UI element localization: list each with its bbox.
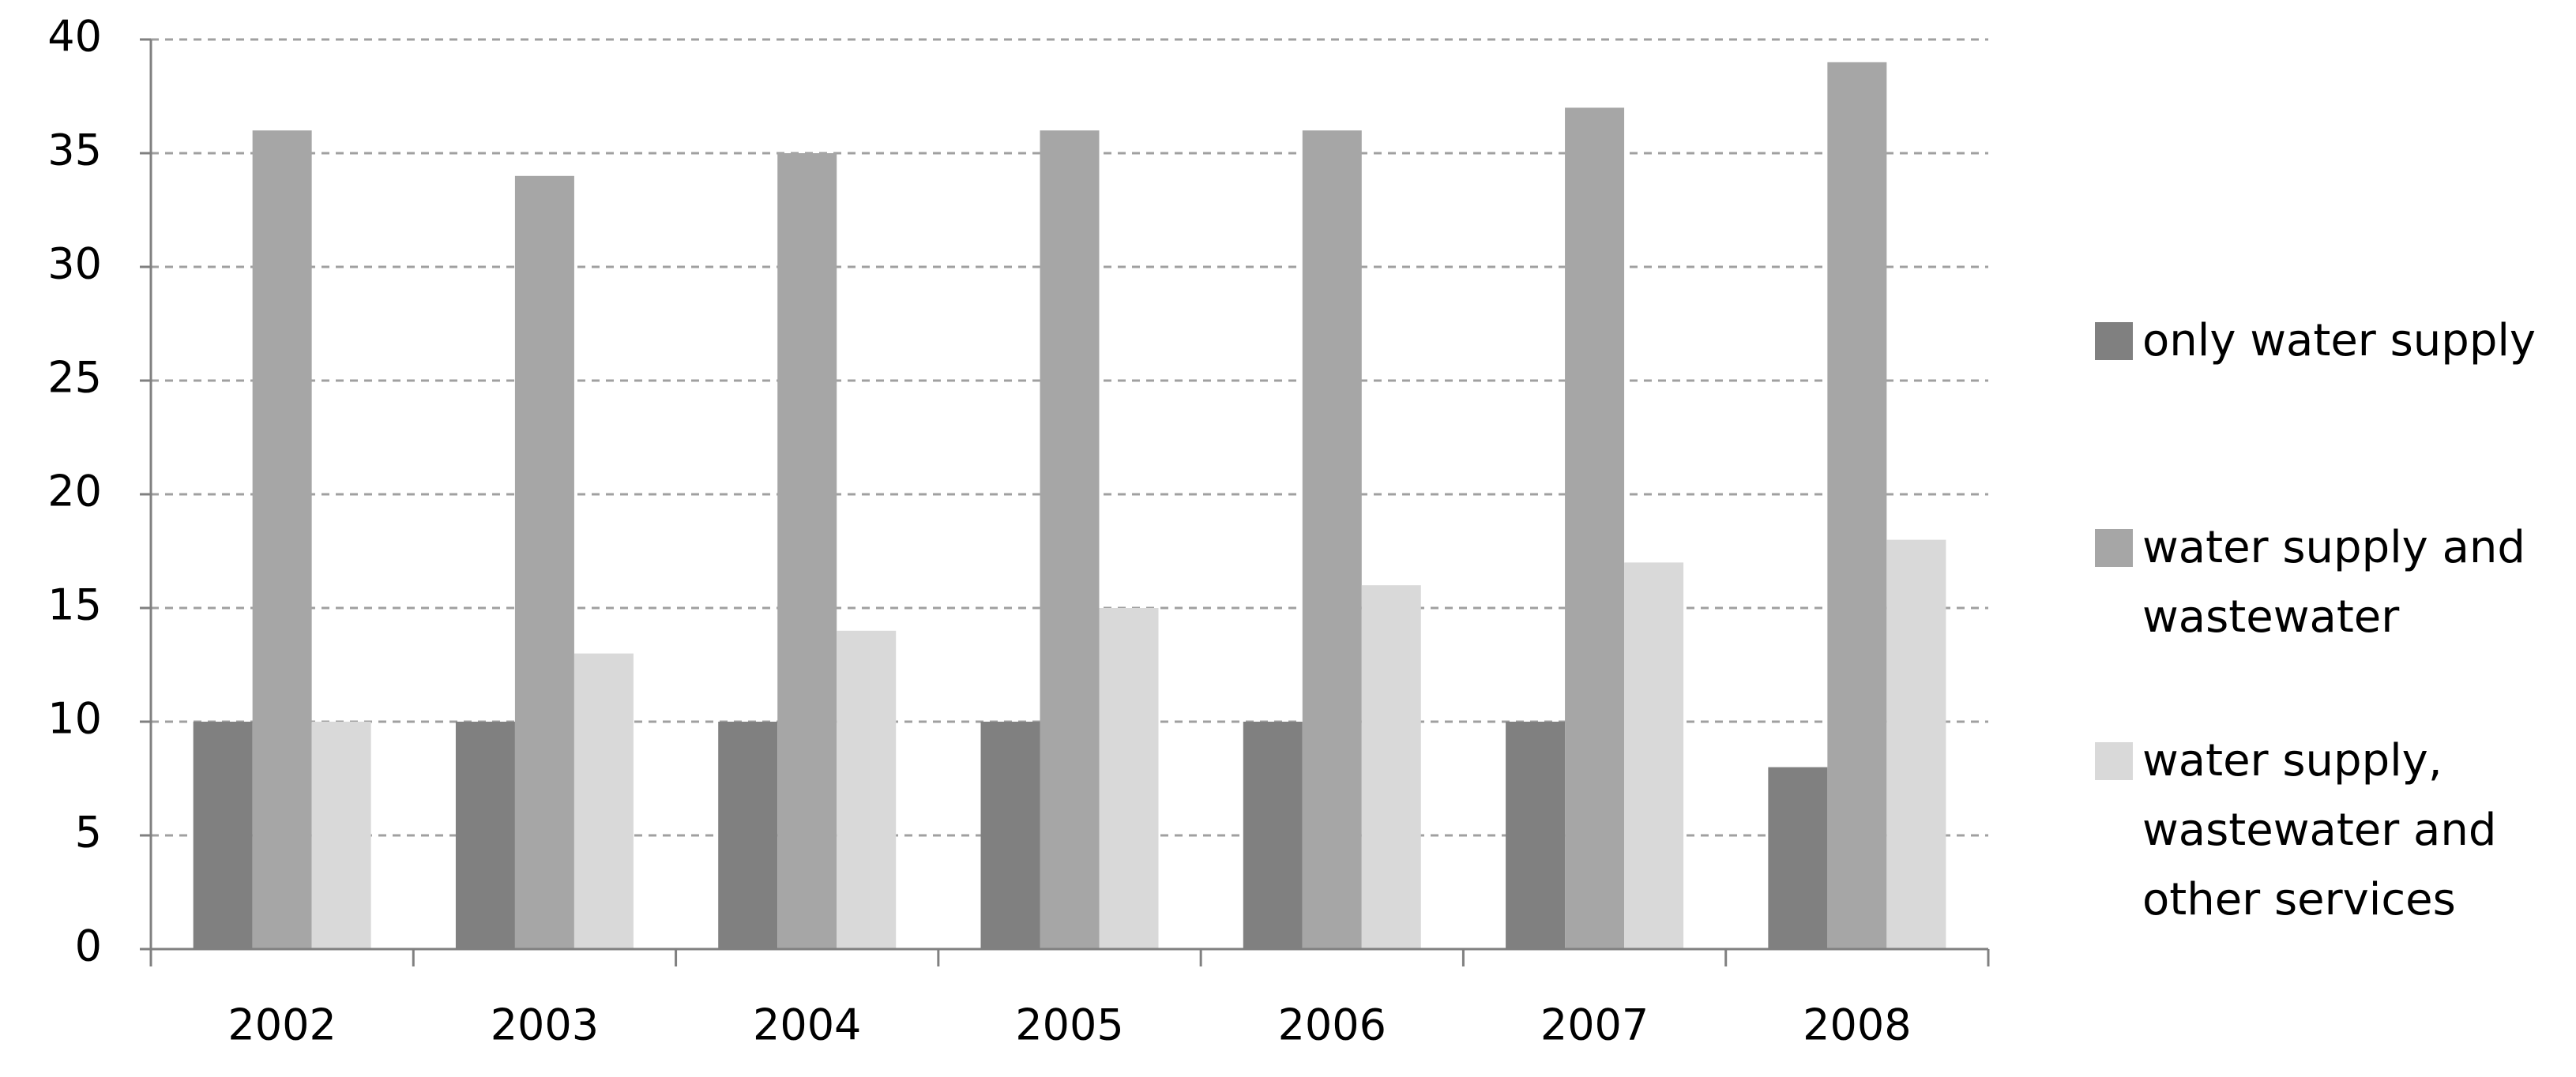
bar xyxy=(1361,585,1421,949)
legend-swatch xyxy=(2095,322,2133,360)
y-tick-label: 25 xyxy=(47,353,102,403)
bar xyxy=(455,722,515,949)
x-tick-label: 2004 xyxy=(753,1000,861,1050)
y-tick-label: 0 xyxy=(75,921,102,971)
bar xyxy=(1243,722,1303,949)
legend-label: water supply, wastewater and other servi… xyxy=(2142,735,2497,925)
bar xyxy=(980,722,1040,949)
bar xyxy=(1827,62,1887,949)
legend-label: only water supply xyxy=(2142,315,2537,366)
legend-item: water supply, wastewater and other servi… xyxy=(2095,726,2569,935)
legend-item: water supply and wastewater xyxy=(2095,513,2569,652)
x-tick-label: 2007 xyxy=(1540,1000,1649,1050)
bar xyxy=(1506,722,1566,949)
bar xyxy=(1099,608,1159,949)
bar xyxy=(777,153,837,949)
bar xyxy=(514,175,574,950)
x-tick-label: 2002 xyxy=(228,1000,336,1050)
bar xyxy=(1768,767,1828,949)
x-tick-label: 2008 xyxy=(1803,1000,1911,1050)
y-tick-label: 40 xyxy=(47,12,102,62)
bar xyxy=(573,653,634,949)
x-tick-label: 2005 xyxy=(1015,1000,1123,1050)
bar xyxy=(252,130,312,950)
legend-item: only water supply xyxy=(2095,306,2569,376)
x-tick-label: 2006 xyxy=(1278,1000,1386,1050)
y-tick-label: 10 xyxy=(47,694,102,744)
bar xyxy=(837,630,897,949)
bar xyxy=(193,722,253,949)
legend-label: water supply and wastewater xyxy=(2142,522,2525,643)
bar xyxy=(311,722,371,949)
x-tick-label: 2003 xyxy=(491,1000,599,1050)
y-tick-label: 35 xyxy=(47,126,102,175)
legend-swatch xyxy=(2095,742,2133,780)
bar xyxy=(1886,539,1946,949)
y-tick-label: 20 xyxy=(47,467,102,516)
y-tick-label: 5 xyxy=(75,808,102,857)
bar xyxy=(1302,130,1362,950)
bar xyxy=(718,722,778,949)
bar xyxy=(1040,130,1100,950)
legend-swatch xyxy=(2095,529,2133,567)
y-tick-label: 15 xyxy=(47,580,102,630)
y-tick-label: 30 xyxy=(47,239,102,289)
bar xyxy=(1624,562,1684,949)
bar xyxy=(1565,107,1625,949)
